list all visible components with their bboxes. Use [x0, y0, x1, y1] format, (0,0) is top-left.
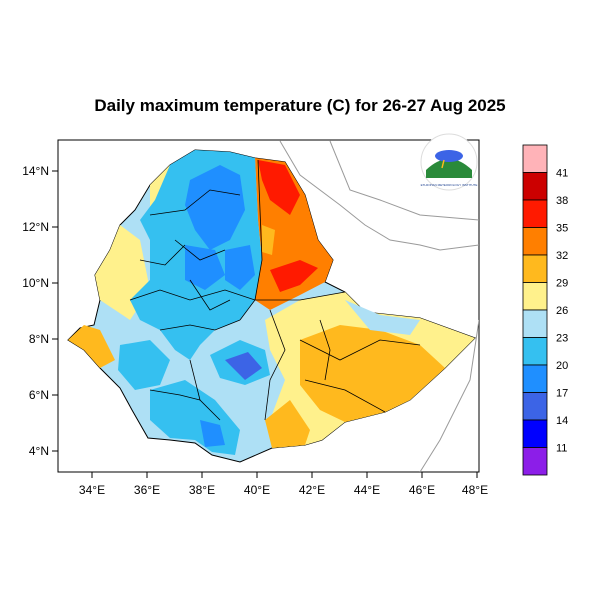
x-axis: 34°E 36°E 38°E 40°E 42°E 44°E 46°E 48°E [79, 472, 488, 497]
colorbar-label: 35 [556, 223, 568, 235]
y-tick-label: 8°N [29, 332, 49, 346]
logo-landscape-shape [426, 159, 472, 178]
coastline-red-sea [279, 140, 479, 251]
colorbar-label: 20 [556, 360, 568, 372]
x-tick-label: 40°E [244, 483, 270, 497]
logo-cloud-icon [435, 150, 463, 162]
logo-caption: ETHIOPIAN METEOROLOGY INSTITUTE [421, 183, 478, 187]
y-tick-label: 12°N [22, 220, 49, 234]
meteorology-logo: ETHIOPIAN METEOROLOGY INSTITUTE [420, 133, 478, 191]
colorbar-label: 32 [556, 250, 568, 262]
x-tick-label: 34°E [79, 483, 105, 497]
colorbar-swatch [522, 199, 548, 228]
y-axis: 14°N 12°N 10°N 8°N 6°N 4°N [22, 164, 58, 458]
x-tick-label: 48°E [462, 483, 488, 497]
colorbar-label: 23 [556, 333, 568, 345]
x-tick-label: 36°E [134, 483, 160, 497]
colorbar-label: 17 [556, 388, 568, 400]
y-tick-label: 4°N [29, 444, 49, 458]
y-tick-label: 10°N [22, 276, 49, 290]
colorbar-swatch [522, 392, 548, 421]
x-tick-label: 38°E [189, 483, 215, 497]
colorbar-label: 11 [556, 443, 567, 455]
y-tick-label: 6°N [29, 388, 49, 402]
map-title: Daily maximum temperature (C) for 26-27 … [94, 96, 506, 115]
logo-lightning-icon [441, 159, 445, 169]
colorbar-swatch [522, 309, 548, 338]
admin-boundaries [129, 159, 421, 421]
colorbar-swatch [522, 447, 548, 476]
x-tick-label: 42°E [299, 483, 325, 497]
colorbar-label: 41 [556, 168, 568, 180]
coastline-arabia [329, 140, 479, 221]
colorbar-label: 29 [556, 278, 568, 290]
x-tick-label: 44°E [354, 483, 380, 497]
x-tick-label: 46°E [409, 483, 435, 497]
colorbar-label: 14 [556, 415, 568, 427]
temperature-zones [68, 150, 475, 455]
colorbar-swatch [522, 144, 548, 173]
y-tick-label: 14°N [22, 164, 49, 178]
colorbar-swatch [522, 419, 548, 448]
colorbar-swatch [522, 172, 548, 201]
colorbar-swatch [522, 337, 548, 366]
colorbar-label: 38 [556, 195, 568, 207]
colorbar-swatch [522, 254, 548, 283]
colorbar-swatch [522, 364, 548, 393]
colorbar-swatch [522, 227, 548, 256]
coastline-somalia [419, 319, 479, 472]
colorbar-label: 26 [556, 305, 568, 317]
colorbar-swatch [522, 282, 548, 311]
colorbar: 41 38 35 32 29 26 23 20 17 14 11 [522, 144, 568, 476]
